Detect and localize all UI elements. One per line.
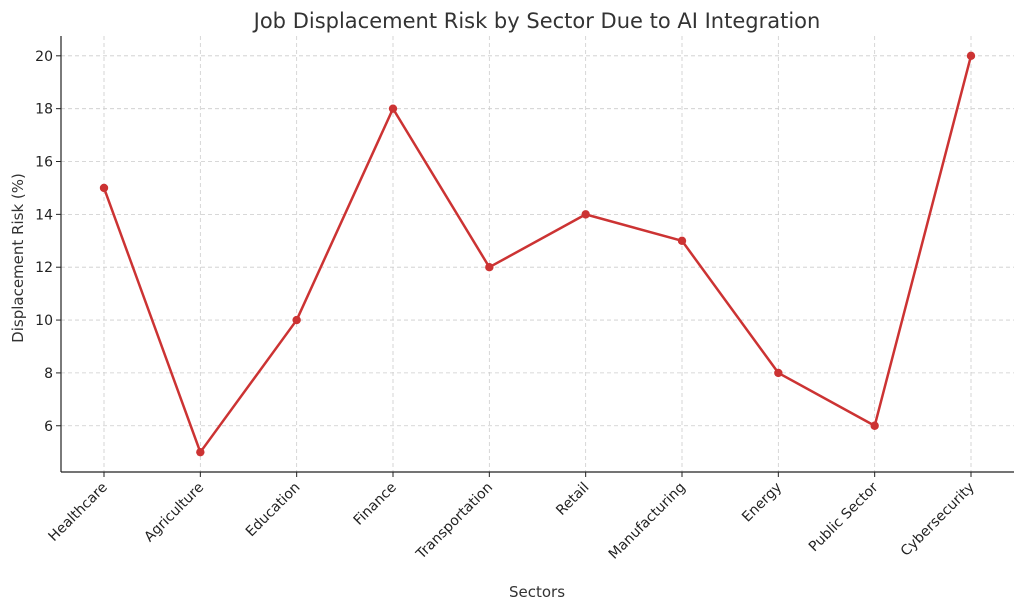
- grid-lines: [61, 36, 1014, 472]
- series: [99, 51, 976, 457]
- x-tick-label: Manufacturing: [606, 480, 689, 563]
- y-tick-label: 16: [35, 155, 53, 171]
- y-tick-label: 18: [35, 102, 53, 118]
- x-tick-label: Education: [243, 480, 304, 541]
- data-point: [774, 368, 783, 378]
- x-tick-label: Finance: [351, 480, 400, 529]
- y-tick-label: 14: [35, 207, 53, 223]
- x-tick-label: Transportation: [413, 480, 497, 564]
- y-axis-label: Displacement Risk (%): [9, 173, 27, 343]
- data-point: [196, 447, 205, 457]
- data-point: [870, 421, 879, 430]
- data-point: [292, 315, 301, 325]
- x-ticks: Healthcare Agriculture Education Finance Tra…: [46, 472, 978, 563]
- x-tick-label: Agriculture: [141, 480, 207, 546]
- x-tick-label: Retail: [553, 480, 592, 519]
- y-ticks: 6 8 10 12 14 16 18 20: [35, 49, 61, 435]
- data-point: [99, 183, 109, 193]
- chart-title: Job Displacement Risk by Sector Due to A…: [252, 9, 821, 33]
- x-axis-label: Sectors: [509, 583, 565, 601]
- axes: [60, 36, 1014, 473]
- y-tick-label: 8: [44, 366, 53, 382]
- x-tick-label: Public Sector: [806, 479, 882, 555]
- x-tick-label: Energy: [739, 480, 785, 526]
- x-tick-label: Healthcare: [46, 480, 111, 545]
- series-line: [102, 55, 973, 454]
- data-point: [966, 51, 976, 61]
- y-tick-label: 6: [44, 419, 53, 435]
- data-point: [485, 263, 494, 272]
- x-tick-label: Cybersecurity: [898, 480, 978, 560]
- data-point: [388, 104, 398, 113]
- y-tick-label: 12: [35, 260, 53, 276]
- y-tick-label: 10: [35, 313, 53, 329]
- data-point: [581, 210, 590, 219]
- data-point: [677, 236, 687, 245]
- y-tick-label: 20: [35, 49, 53, 65]
